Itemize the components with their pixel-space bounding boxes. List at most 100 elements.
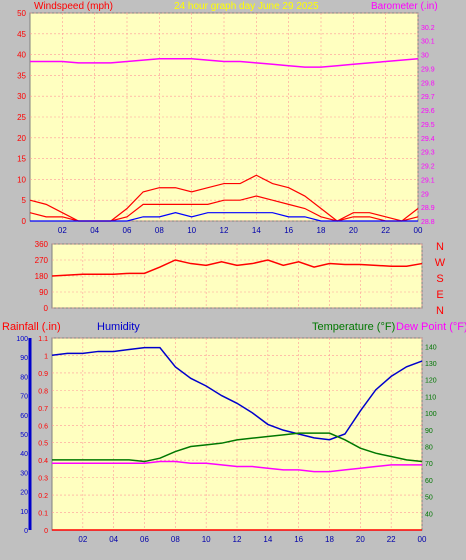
time-tick-label: 12 bbox=[220, 226, 229, 235]
compass-label: N bbox=[436, 241, 444, 253]
time-tick-label: 10 bbox=[187, 226, 196, 235]
compass-label: S bbox=[436, 273, 443, 285]
temperature-tick-label: 100 bbox=[425, 411, 437, 418]
barometer-axis-title: Barometer (.in) bbox=[371, 1, 438, 12]
barometer-tick-label: 29.9 bbox=[421, 66, 435, 73]
direction-tick-label: 0 bbox=[44, 304, 49, 313]
humidity-axis-title: Humidity bbox=[97, 321, 140, 333]
rainfall-tick-label: 0.3 bbox=[38, 476, 48, 483]
time-tick-label: 16 bbox=[294, 535, 303, 544]
dewpoint-axis-title: Dew Point (°F) bbox=[396, 321, 466, 333]
temperature-tick-label: 110 bbox=[425, 394, 436, 401]
windspeed-tick-label: 30 bbox=[17, 92, 26, 101]
time-tick-label: 12 bbox=[233, 535, 242, 544]
rainfall-tick-label: 0.4 bbox=[38, 458, 48, 465]
series-line-dew-point bbox=[52, 460, 422, 473]
barometer-tick-label: 29.3 bbox=[421, 150, 435, 157]
rainfall-tick-label: 0.2 bbox=[38, 493, 48, 500]
windspeed-tick-label: 0 bbox=[22, 217, 27, 226]
series-line-temperature bbox=[52, 432, 423, 463]
barometer-tick-label: 30 bbox=[421, 53, 429, 60]
windspeed-tick-label: 10 bbox=[17, 175, 26, 184]
windspeed-tick-label: 15 bbox=[17, 155, 26, 164]
rainfall-axis-title: Rainfall (.in) bbox=[2, 321, 61, 333]
humidity-tick-label: 30 bbox=[20, 470, 28, 477]
barometer-tick-label: 29.1 bbox=[421, 177, 435, 184]
barometer-tick-label: 29 bbox=[421, 191, 429, 198]
humidity-tick-label: 20 bbox=[20, 490, 28, 497]
rainfall-tick-label: 0.1 bbox=[38, 511, 48, 518]
windspeed-tick-label: 25 bbox=[17, 113, 26, 122]
time-tick-label: 22 bbox=[381, 226, 390, 235]
direction-tick-label: 180 bbox=[35, 272, 49, 281]
temperature-axis-title: Temperature (°F) bbox=[312, 321, 395, 333]
rainfall-tick-label: 1.1 bbox=[38, 336, 48, 343]
time-tick-label: 04 bbox=[90, 226, 99, 235]
barometer-tick-label: 29.4 bbox=[421, 136, 435, 143]
temperature-tick-label: 80 bbox=[425, 445, 433, 452]
time-tick-label: 00 bbox=[414, 226, 423, 235]
rainfall-tick-label: 1 bbox=[44, 353, 48, 360]
temperature-tick-label: 130 bbox=[425, 361, 437, 368]
time-tick-label: 14 bbox=[263, 535, 272, 544]
windspeed-tick-label: 50 bbox=[17, 9, 26, 18]
humidity-tick-label: 80 bbox=[20, 374, 28, 381]
direction-tick-label: 270 bbox=[35, 256, 49, 265]
time-tick-label: 02 bbox=[58, 226, 67, 235]
time-tick-label: 02 bbox=[78, 535, 87, 544]
barometer-tick-label: 29.2 bbox=[421, 164, 435, 171]
time-tick-label: 18 bbox=[325, 535, 334, 544]
humidity-tick-label: 100 bbox=[16, 336, 28, 343]
windspeed-tick-label: 5 bbox=[22, 196, 27, 205]
direction-tick-label: 360 bbox=[35, 240, 49, 249]
time-tick-label: 16 bbox=[284, 226, 293, 235]
barometer-tick-label: 29.8 bbox=[421, 80, 435, 87]
compass-label: N bbox=[436, 305, 444, 317]
barometer-tick-label: 28.9 bbox=[421, 205, 435, 212]
series-line-wind-direction bbox=[51, 259, 423, 277]
windspeed-axis-title: Windspeed (mph) bbox=[34, 1, 113, 12]
barometer-tick-label: 29.6 bbox=[421, 108, 435, 115]
time-tick-label: 00 bbox=[418, 535, 427, 544]
temperature-tick-label: 40 bbox=[425, 511, 433, 518]
compass-label: E bbox=[436, 289, 443, 301]
humidity-tick-label: 70 bbox=[20, 394, 28, 401]
barometer-tick-label: 29.7 bbox=[421, 94, 435, 101]
series-line-humidity bbox=[51, 346, 423, 441]
time-tick-label: 04 bbox=[109, 535, 118, 544]
series-line-barometer bbox=[30, 58, 419, 68]
time-tick-label: 20 bbox=[349, 226, 358, 235]
barometer-tick-label: 30.2 bbox=[421, 25, 435, 32]
temperature-tick-label: 140 bbox=[425, 344, 437, 351]
temperature-tick-label: 60 bbox=[425, 478, 433, 485]
windspeed-tick-label: 45 bbox=[17, 30, 26, 39]
time-tick-label: 08 bbox=[155, 226, 164, 235]
rainfall-tick-label: 0 bbox=[44, 528, 48, 535]
rainfall-tick-label: 0.5 bbox=[38, 441, 48, 448]
barometer-tick-label: 28.8 bbox=[421, 219, 435, 226]
humidity-tick-label: 90 bbox=[20, 355, 28, 362]
time-tick-label: 06 bbox=[123, 226, 132, 235]
time-tick-label: 14 bbox=[252, 226, 261, 235]
temperature-tick-label: 70 bbox=[425, 461, 433, 468]
rainfall-tick-label: 0.7 bbox=[38, 406, 48, 413]
temperature-tick-label: 120 bbox=[425, 378, 437, 385]
rainfall-tick-label: 0.6 bbox=[38, 423, 48, 430]
rainfall-tick-label: 0.8 bbox=[38, 388, 48, 395]
windspeed-tick-label: 20 bbox=[17, 134, 26, 143]
humidity-tick-label: 0 bbox=[24, 528, 28, 535]
humidity-tick-label: 40 bbox=[20, 451, 28, 458]
barometer-tick-label: 29.5 bbox=[421, 122, 435, 129]
temperature-tick-label: 90 bbox=[425, 428, 433, 435]
rainfall-tick-label: 0.9 bbox=[38, 371, 48, 378]
time-tick-label: 22 bbox=[387, 535, 396, 544]
windspeed-tick-label: 40 bbox=[17, 51, 26, 60]
chart-title: 24 hour graph day June 29 2025 bbox=[174, 1, 319, 12]
barometer-tick-label: 30.1 bbox=[421, 39, 435, 46]
time-tick-label: 10 bbox=[202, 535, 211, 544]
direction-tick-label: 90 bbox=[39, 288, 48, 297]
humidity-tick-label: 60 bbox=[20, 413, 28, 420]
humidity-tick-label: 10 bbox=[20, 509, 28, 516]
time-tick-label: 18 bbox=[317, 226, 326, 235]
